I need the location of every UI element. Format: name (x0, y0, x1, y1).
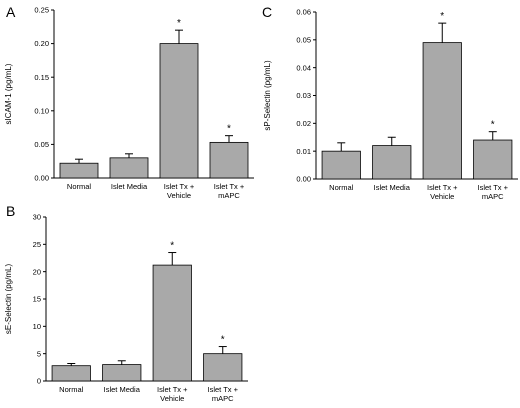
panel-a: A 0.00 0.05 0.10 0.15 0.20 0.25 sICAM-1 (pg/mL)… (4, 4, 254, 200)
x-category-label: Islet Tx + (157, 385, 188, 394)
y-tick-label: 25 (33, 240, 41, 249)
y-tick-label: 0.02 (296, 119, 311, 128)
y-tick-label: 0.10 (34, 106, 49, 115)
y-tick-label: 0.00 (34, 174, 49, 183)
y-tick-label: 0.00 (296, 175, 311, 184)
y-tick-label: 0.03 (296, 91, 311, 100)
x-category-label: Islet Media (111, 182, 148, 191)
significance-marker: * (221, 335, 225, 346)
y-axis-title: sE-Selectin (pg/mL) (4, 264, 13, 335)
x-category-label: Islet Tx + (427, 183, 458, 192)
y-tick-label: 0 (37, 377, 41, 386)
panel-c: C 0.00 0.01 0.02 0.03 0.04 0.05 0.06 sP-Selectin… (262, 4, 518, 201)
panel-letter: B (6, 203, 15, 219)
x-category-label: Normal (59, 385, 84, 394)
y-tick-label: 0.20 (34, 39, 49, 48)
significance-marker: * (170, 241, 174, 252)
y-tick-label: 30 (33, 213, 41, 222)
x-category-label: Islet Tx + (478, 183, 509, 192)
bar (209, 141, 249, 179)
y-tick-label: 20 (33, 267, 41, 276)
significance-marker: * (491, 120, 495, 131)
x-category-label: mAPC (482, 192, 504, 201)
x-category-label: Normal (329, 183, 354, 192)
x-category-label: Islet Tx + (214, 182, 245, 191)
x-category-label: Islet Media (374, 183, 411, 192)
y-tick-label: 0.06 (296, 8, 311, 17)
significance-marker: * (227, 124, 231, 135)
significance-marker: * (177, 18, 181, 29)
bar (159, 43, 199, 179)
bar (422, 42, 462, 180)
bar (372, 145, 412, 180)
panel-letter: C (262, 4, 272, 20)
x-category-label: Vehicle (430, 192, 454, 201)
y-tick-label: 0.01 (296, 147, 311, 156)
x-category-label: Vehicle (167, 191, 191, 200)
bar (203, 353, 243, 382)
y-tick-label: 15 (33, 295, 41, 304)
y-tick-label: 0.05 (296, 35, 311, 44)
y-tick-label: 0.05 (34, 140, 49, 149)
significance-marker: * (440, 11, 444, 22)
y-tick-label: 0.15 (34, 73, 49, 82)
bar (152, 264, 192, 382)
bar (321, 150, 361, 180)
bar (51, 365, 91, 382)
y-axis-title: sP-Selectin (pg/mL) (263, 60, 272, 131)
x-category-label: mAPC (218, 191, 240, 200)
bar (102, 364, 142, 382)
y-tick-label: 0.25 (34, 6, 49, 15)
y-tick-label: 5 (37, 349, 41, 358)
x-category-label: mAPC (212, 394, 234, 403)
panel-b: B 0 5 10 15 20 25 30 sE-Selectin (pg/mL) Normal Is… (4, 203, 248, 403)
bar (59, 162, 99, 179)
x-category-label: Islet Tx + (164, 182, 195, 191)
x-category-label: Normal (67, 182, 92, 191)
y-tick-label: 10 (33, 322, 41, 331)
bar (473, 139, 513, 180)
x-category-label: Islet Tx + (208, 385, 239, 394)
y-axis-title: sICAM-1 (pg/mL) (4, 63, 13, 124)
y-tick-label: 0.04 (296, 63, 311, 72)
x-category-label: Islet Media (104, 385, 141, 394)
panel-letter: A (6, 4, 16, 20)
bar (109, 157, 149, 179)
x-category-label: Vehicle (160, 394, 184, 403)
